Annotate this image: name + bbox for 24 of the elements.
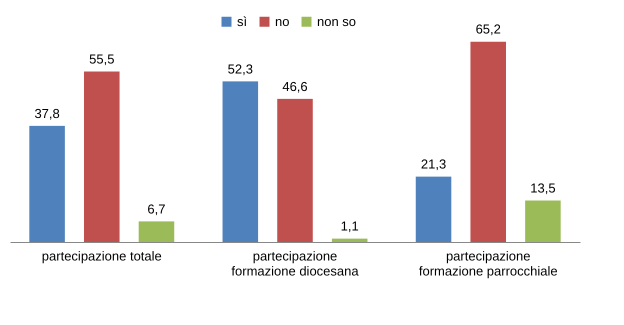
bar	[525, 200, 561, 242]
bar	[277, 98, 313, 242]
legend-label: sì	[237, 14, 248, 29]
data-label: 52,3	[228, 61, 253, 76]
x-tick-label: partecipazione totale	[42, 248, 162, 264]
bar	[29, 126, 65, 242]
bar	[470, 42, 506, 242]
legend-label: non so	[317, 14, 356, 29]
x-tick-label: partecipazione formazione diocesana	[231, 248, 360, 278]
bar	[138, 221, 174, 242]
bar	[84, 72, 120, 242]
data-label: 1,1	[340, 218, 359, 234]
bar	[416, 176, 452, 242]
bar	[222, 81, 258, 242]
data-label: 6,7	[147, 201, 166, 216]
data-label: 65,2	[476, 22, 501, 37]
x-tick-label: partecipazione formazione parrocchiale	[418, 248, 558, 278]
data-label: 37,8	[34, 106, 60, 121]
data-label: 13,5	[530, 180, 556, 196]
bar	[332, 238, 368, 242]
data-label: 21,3	[420, 156, 446, 172]
data-label: 46,6	[282, 78, 308, 94]
data-label: 55,5	[89, 52, 114, 67]
legend-label: no	[275, 14, 290, 29]
